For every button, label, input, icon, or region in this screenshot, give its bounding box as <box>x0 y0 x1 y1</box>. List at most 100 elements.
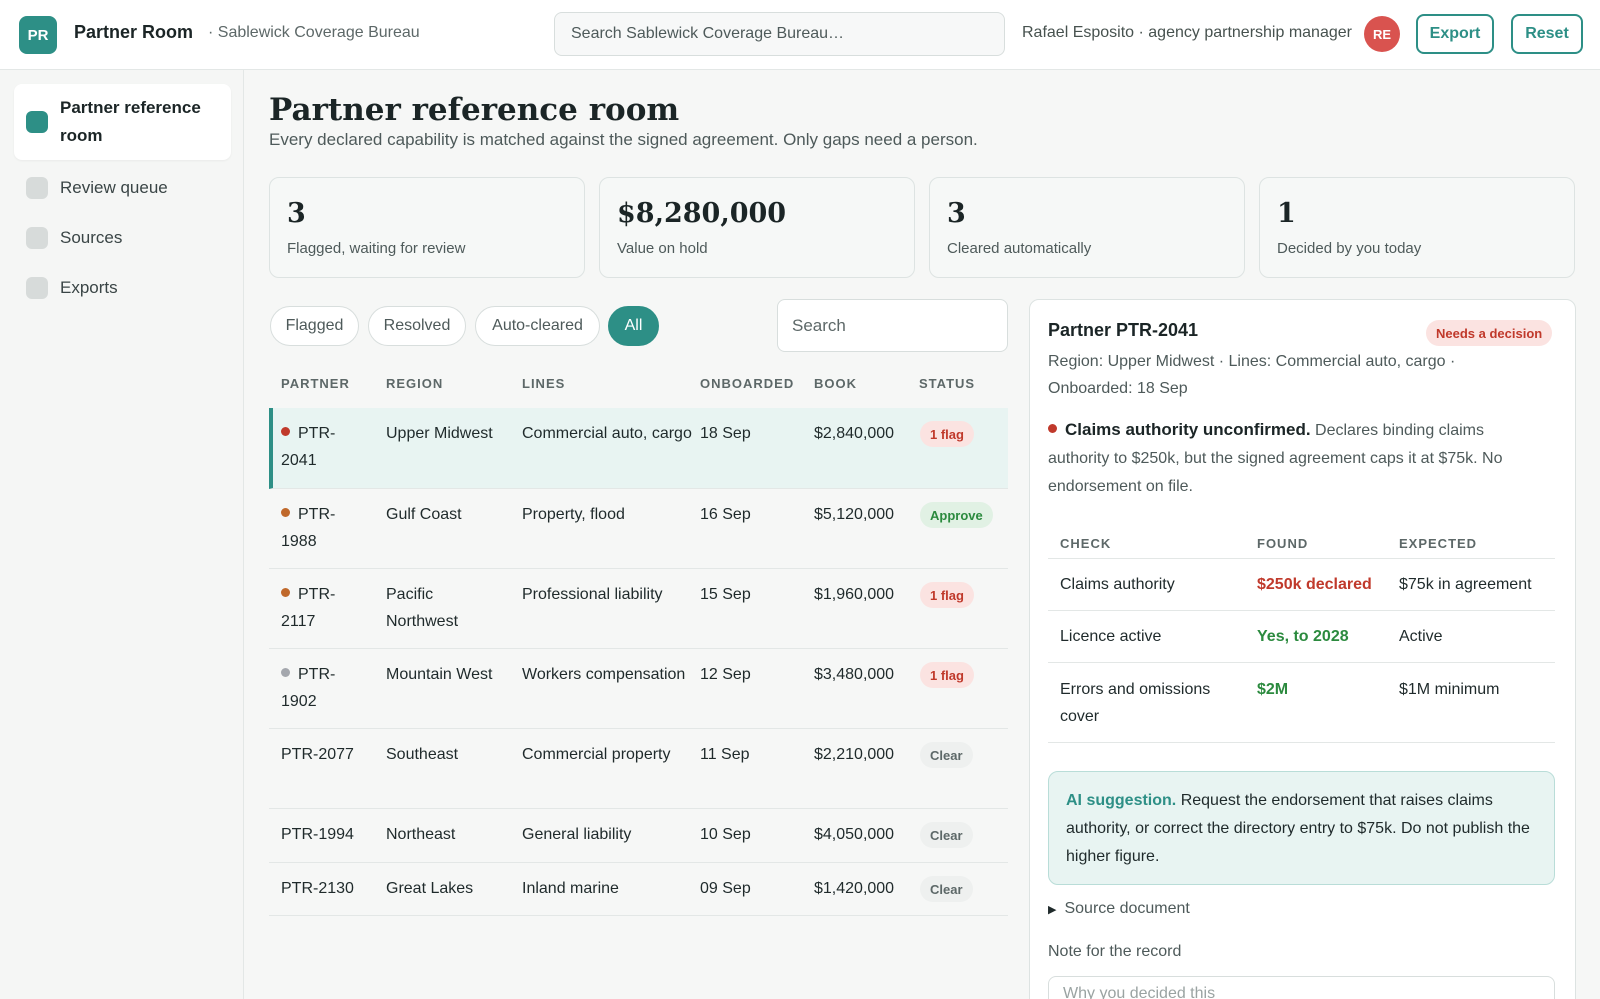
sidebar-item-review-queue[interactable]: Review queue <box>14 170 231 206</box>
partner-id: PTR-1988 <box>281 506 336 550</box>
top-bar: PR Partner Room · Sablewick Coverage Bur… <box>0 0 1600 70</box>
org-name: · Sablewick Coverage Bureau <box>208 24 420 41</box>
sidebar: Partner reference room Review queue Sour… <box>0 70 244 999</box>
cell-partner: PTR-1988 <box>281 501 351 555</box>
exports-icon <box>26 277 48 299</box>
partner-id: PTR-2117 <box>281 586 336 630</box>
check-col-found: FOUND <box>1257 536 1309 551</box>
cell-book: $2,840,000 <box>814 425 895 442</box>
cell-book: $4,050,000 <box>814 826 895 843</box>
sidebar-item-label: Sources <box>60 228 123 247</box>
sidebar-item-partner-reference-room[interactable]: Partner reference room <box>14 84 231 160</box>
global-search-input[interactable]: Search Sablewick Coverage Bureau… <box>554 12 1005 56</box>
table-search-input[interactable]: Search <box>777 299 1008 352</box>
table-row[interactable]: PTR-2077 Southeast Commercial property 11 S… <box>269 729 1008 809</box>
cell-onboarded: 11 Sep <box>700 746 750 763</box>
table-row[interactable]: PTR-2117 Pacific Northwest Professional li… <box>269 569 1008 649</box>
stat-label: Decided by you today <box>1277 240 1422 257</box>
note-field[interactable]: Why you decided this <box>1048 976 1555 999</box>
stat-label: Flagged, waiting for review <box>287 240 466 257</box>
note-label: Note for the record <box>1048 943 1182 960</box>
ai-suggestion-label: AI suggestion. <box>1066 792 1177 809</box>
export-button[interactable]: Export <box>1416 14 1494 54</box>
cell-book: $2,210,000 <box>814 746 895 763</box>
sidebar-item-label: Review queue <box>60 178 168 197</box>
cell-onboarded: 12 Sep <box>700 666 751 683</box>
column-header-status[interactable]: STATUS <box>919 376 976 391</box>
sidebar-item-exports[interactable]: Exports <box>14 270 231 306</box>
stat-card-value-on-hold: $8,280,000 Value on hold <box>599 177 915 278</box>
cell-partner: PTR-2077 <box>281 746 354 763</box>
cell-partner: PTR-2041 <box>281 420 351 474</box>
issue-title: Claims authority unconfirmed. <box>1065 420 1311 439</box>
cell-region: Gulf Coast <box>386 506 462 523</box>
column-header-onboarded[interactable]: ONBOARDED <box>700 376 795 391</box>
detail-title: Partner PTR-2041 <box>1048 320 1199 340</box>
check-name: Errors and omissions cover <box>1060 681 1211 725</box>
cell-region: Great Lakes <box>386 880 474 897</box>
filter-resolved[interactable]: Resolved <box>368 306 466 346</box>
status-badge: Needs a decision <box>1426 320 1553 346</box>
cell-partner: PTR-1994 <box>281 826 354 843</box>
app-logo: PR <box>19 16 57 54</box>
stat-card-decided: 1 Decided by you today <box>1259 177 1575 278</box>
cell-onboarded: 16 Sep <box>700 506 751 523</box>
status-badge: Clear <box>920 876 973 902</box>
cell-lines: Commercial property <box>522 746 671 763</box>
check-header-divider <box>1048 558 1555 559</box>
stat-value: 3 <box>287 198 306 229</box>
check-row: Errors and omissions cover $2M $1M minim… <box>1048 663 1555 743</box>
table-row[interactable]: PTR-1994 Northeast General liability 10 Sep… <box>269 809 1008 863</box>
partner-room-icon <box>26 111 48 133</box>
sources-icon <box>26 227 48 249</box>
status-dot-icon <box>281 588 290 598</box>
cell-region: Northeast <box>386 826 456 843</box>
stat-value: 3 <box>947 198 966 229</box>
issue-summary: Claims authority unconfirmed. Declares b… <box>1048 416 1548 501</box>
check-expected: $75k in agreement <box>1399 576 1532 593</box>
cell-book: $1,420,000 <box>814 880 895 897</box>
column-header-lines[interactable]: LINES <box>522 376 566 391</box>
check-expected: Active <box>1399 628 1443 645</box>
check-name: Claims authority <box>1060 576 1175 593</box>
sidebar-item-sources[interactable]: Sources <box>14 220 231 256</box>
status-badge: Clear <box>920 742 973 768</box>
page-title: Partner reference room <box>269 92 680 128</box>
table-row[interactable]: PTR-2130 Great Lakes Inland marine 09 Sep $1… <box>269 863 1008 916</box>
cell-onboarded: 10 Sep <box>700 826 751 843</box>
column-header-partner[interactable]: PARTNER <box>281 376 350 391</box>
stat-value: $8,280,000 <box>617 198 787 229</box>
check-found: Yes, to 2028 <box>1257 628 1349 645</box>
filter-flagged[interactable]: Flagged <box>270 306 359 346</box>
check-row: Claims authority $250k declared $75k in … <box>1048 559 1555 611</box>
check-found: $2M <box>1257 681 1289 698</box>
status-badge: Approve <box>920 502 993 528</box>
cell-region: Pacific Northwest <box>386 586 459 630</box>
source-document-label: Source document <box>1064 900 1190 917</box>
stat-card-flagged: 3 Flagged, waiting for review <box>269 177 585 278</box>
status-badge: Clear <box>920 822 973 848</box>
partner-id: PTR-1902 <box>281 666 336 710</box>
cell-lines: Property, flood <box>522 506 625 523</box>
issue-text: Declares binding claims authority to $25… <box>1048 422 1503 495</box>
avatar[interactable]: RE <box>1364 16 1400 52</box>
ai-suggestion-text: Request the endorsement that raises clai… <box>1066 792 1530 865</box>
reset-button[interactable]: Reset <box>1511 14 1583 54</box>
cell-onboarded: 09 Sep <box>700 880 751 897</box>
detail-meta: Region: Upper Midwest · Lines: Commercia… <box>1048 353 1456 397</box>
status-dot-icon <box>281 668 290 678</box>
review-queue-icon <box>26 177 48 199</box>
source-document-toggle[interactable]: ▶ Source document <box>1048 900 1190 918</box>
check-name: Licence active <box>1060 628 1162 645</box>
stat-card-cleared: 3 Cleared automatically <box>929 177 1245 278</box>
column-header-region[interactable]: REGION <box>386 376 444 391</box>
table-row[interactable]: PTR-2041 Upper Midwest Commercial auto, ca… <box>269 408 1008 489</box>
cell-onboarded: 15 Sep <box>700 586 751 603</box>
cell-lines: Commercial auto, cargo <box>522 425 692 442</box>
table-row[interactable]: PTR-1988 Gulf Coast Property, flood 16 Sep $… <box>269 489 1008 569</box>
column-header-book[interactable]: BOOK <box>814 376 857 391</box>
stat-value: 1 <box>1277 198 1296 229</box>
table-row[interactable]: PTR-1902 Mountain West Workers compensatio… <box>269 649 1008 729</box>
filter-all[interactable]: All <box>608 306 659 346</box>
filter-auto-cleared[interactable]: Auto-cleared <box>475 306 600 346</box>
